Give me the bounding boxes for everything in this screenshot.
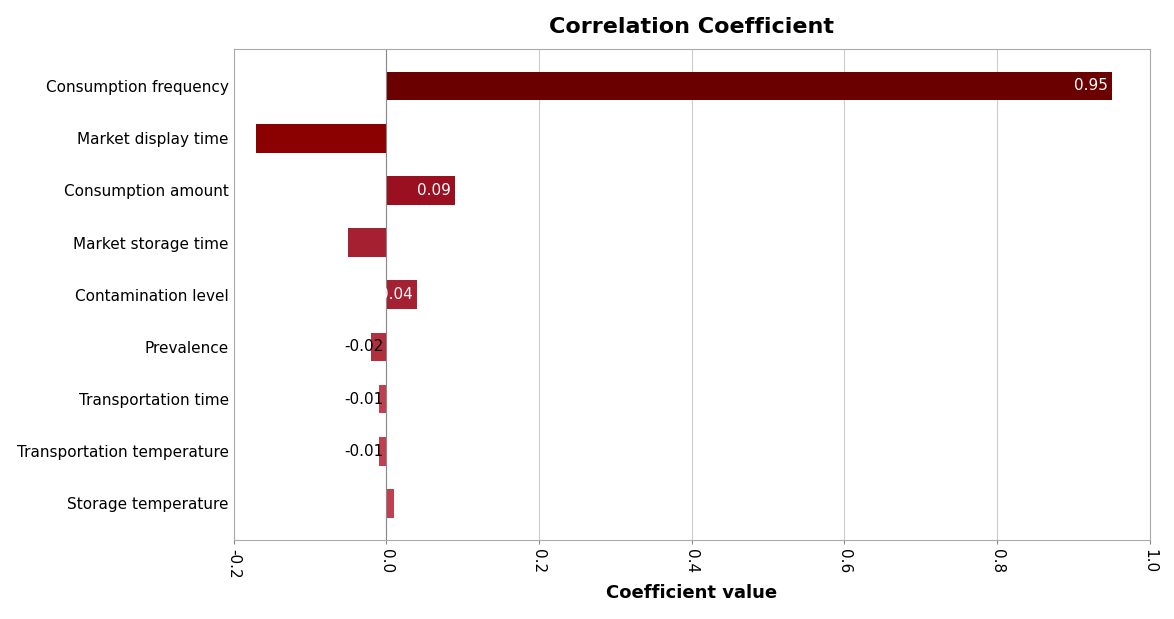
Title: Correlation Coefficient: Correlation Coefficient <box>549 17 835 37</box>
Bar <box>371 332 386 361</box>
Text: 0.04: 0.04 <box>379 287 413 302</box>
Text: -0.17: -0.17 <box>390 131 430 145</box>
X-axis label: Coefficient value: Coefficient value <box>606 584 777 602</box>
Bar <box>386 280 417 309</box>
Text: 0.95: 0.95 <box>1074 79 1108 93</box>
Bar <box>386 176 456 205</box>
Text: 0.09: 0.09 <box>417 183 451 198</box>
Text: -0.02: -0.02 <box>345 339 384 355</box>
Bar <box>348 228 386 257</box>
Text: 0.01: 0.01 <box>396 496 430 511</box>
Text: -0.01: -0.01 <box>345 444 384 459</box>
Text: -0.05: -0.05 <box>390 235 430 250</box>
Bar <box>386 72 1112 100</box>
Bar <box>378 385 386 413</box>
Bar <box>386 489 394 518</box>
Bar <box>378 437 386 465</box>
Bar <box>256 124 386 152</box>
Text: -0.01: -0.01 <box>345 392 384 407</box>
